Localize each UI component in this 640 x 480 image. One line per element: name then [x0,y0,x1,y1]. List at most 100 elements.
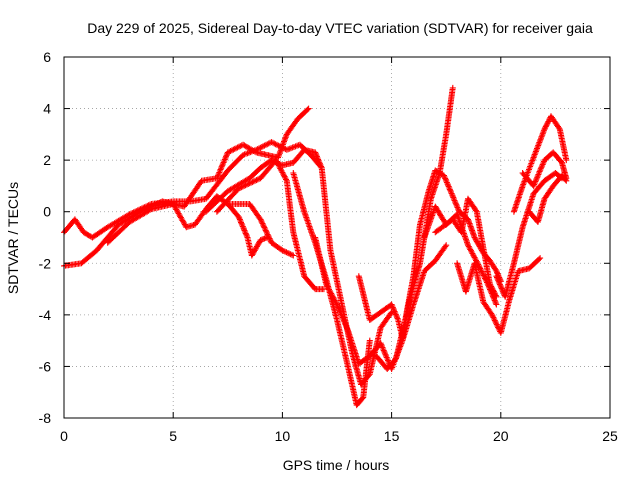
data-point [533,177,539,184]
data-point [471,234,478,241]
y-tick-label: -8 [39,410,52,426]
data-point [443,179,450,186]
data-point [264,231,271,238]
data-point [481,274,488,280]
data-point [261,142,268,149]
data-point [498,284,505,291]
data-point [389,304,396,311]
chart-title: Day 229 of 2025, Sidereal Day-to-day VTE… [87,20,593,36]
data-point [257,216,264,223]
data-point [266,235,273,242]
data-point [231,145,238,152]
data-point [493,301,500,308]
data-point [249,179,256,186]
data-point [314,155,321,161]
data-point [325,285,332,291]
data-point [230,146,237,153]
series-track-6 [224,201,297,259]
data-point [392,310,399,316]
data-point [287,251,294,258]
data-point [387,310,394,317]
data-point [264,141,271,148]
data-point [494,275,501,282]
data-point [536,138,543,145]
data-point [465,243,472,250]
data-point [235,213,242,220]
series-track-14 [493,170,565,300]
data-point [272,141,279,148]
x-tick-label: 15 [384,428,400,444]
data-point [337,308,343,315]
data-point [260,143,267,150]
data-point [489,313,496,320]
data-point [147,206,153,213]
data-point [258,219,265,226]
data-point [491,289,498,296]
data-point [245,181,252,187]
data-point [313,153,320,160]
data-point [335,304,342,311]
data-point [441,172,447,179]
data-point [544,119,551,126]
data-point [491,316,498,322]
data-point [385,357,391,364]
data-point [381,348,388,355]
data-point [290,252,297,259]
data-point [541,126,548,133]
data-point [224,149,231,156]
data-point [220,159,227,166]
data-point [536,168,543,175]
data-point [283,249,290,256]
y-tick-label: -4 [39,307,52,323]
data-point [260,221,267,228]
data-point [286,250,293,257]
data-point [312,150,319,157]
data-point [213,175,220,182]
data-point [260,223,267,230]
data-point [221,158,228,164]
data-point [238,184,245,191]
data-point [283,176,289,183]
data-point [254,176,261,183]
data-point [315,156,322,163]
data-point [280,248,287,254]
data-point [253,244,260,251]
data-point [317,162,324,169]
data-point [494,274,500,281]
data-point [378,343,385,350]
data-point [390,305,397,312]
x-tick-label: 25 [602,428,618,444]
data-point [380,346,387,352]
data-point [492,318,499,325]
data-point [316,159,323,166]
data-point [289,251,295,258]
x-tick-label: 20 [493,428,509,444]
data-point [488,284,495,291]
data-point [258,236,265,243]
data-point [493,293,500,300]
data-point [534,172,541,179]
data-point [453,203,460,210]
data-point [446,186,453,193]
data-point [468,247,474,254]
data-point [382,351,389,358]
data-point [238,219,244,226]
data-point [534,174,541,181]
data-point [243,181,250,188]
data-point [359,395,366,402]
data-point [265,234,272,241]
data-point [493,268,500,274]
data-point [455,205,462,212]
data-point [336,307,343,314]
data-point [237,184,244,191]
data-point [491,297,498,304]
data-point [466,219,472,226]
data-point [242,229,249,235]
data-point [334,303,341,309]
data-point [267,236,274,243]
data-point [530,182,537,189]
series-track-5 [213,157,327,293]
data-point [449,84,456,91]
y-tick-label: 4 [43,101,51,117]
